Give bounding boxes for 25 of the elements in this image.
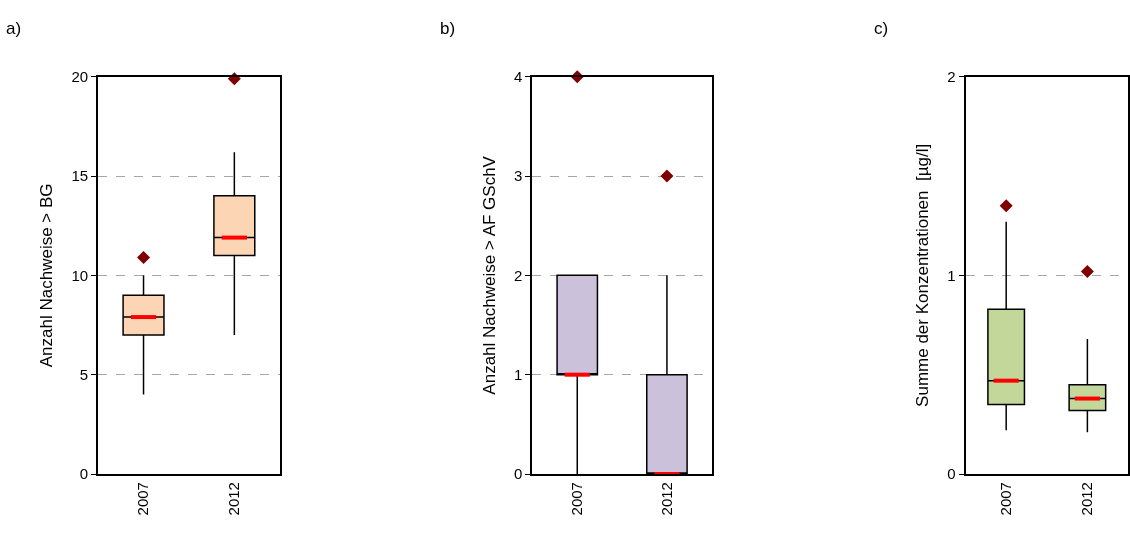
y-tick-label: 4 xyxy=(514,67,523,85)
y-tick-label: 0 xyxy=(947,465,956,483)
y-tick-label: 3 xyxy=(514,167,523,185)
y-tick-label: 2 xyxy=(947,67,956,85)
x-tick-label: 2007 xyxy=(568,482,586,516)
y-axis-title: Summe der Konzentrationen [µg/l] xyxy=(913,143,933,407)
y-axis-title: Anzahl Nachweise > AF GSchV xyxy=(480,155,500,395)
x-tick-label: 2007 xyxy=(134,482,152,516)
y-tick-label: 20 xyxy=(71,67,89,85)
y-tick-label: 10 xyxy=(71,266,89,284)
x-tick-label: 2012 xyxy=(657,482,675,516)
y-tick-label: 2 xyxy=(514,266,523,284)
y-axis-title: Anzahl Nachweise > BG xyxy=(37,183,57,368)
chart-title: c) xyxy=(874,19,889,38)
y-tick-label: 1 xyxy=(947,266,956,284)
x-tick-label: 2007 xyxy=(997,482,1015,516)
y-tick-label: 5 xyxy=(79,365,89,383)
y-tick-label: 0 xyxy=(79,465,89,483)
x-tick-label: 2012 xyxy=(225,482,243,516)
y-tick-label: 0 xyxy=(514,465,523,483)
chart-title: b) xyxy=(440,19,456,38)
chart-title: a) xyxy=(6,19,22,38)
y-tick-label: 1 xyxy=(514,365,523,383)
y-tick-label: 15 xyxy=(71,167,89,185)
x-tick-label: 2012 xyxy=(1078,482,1096,516)
